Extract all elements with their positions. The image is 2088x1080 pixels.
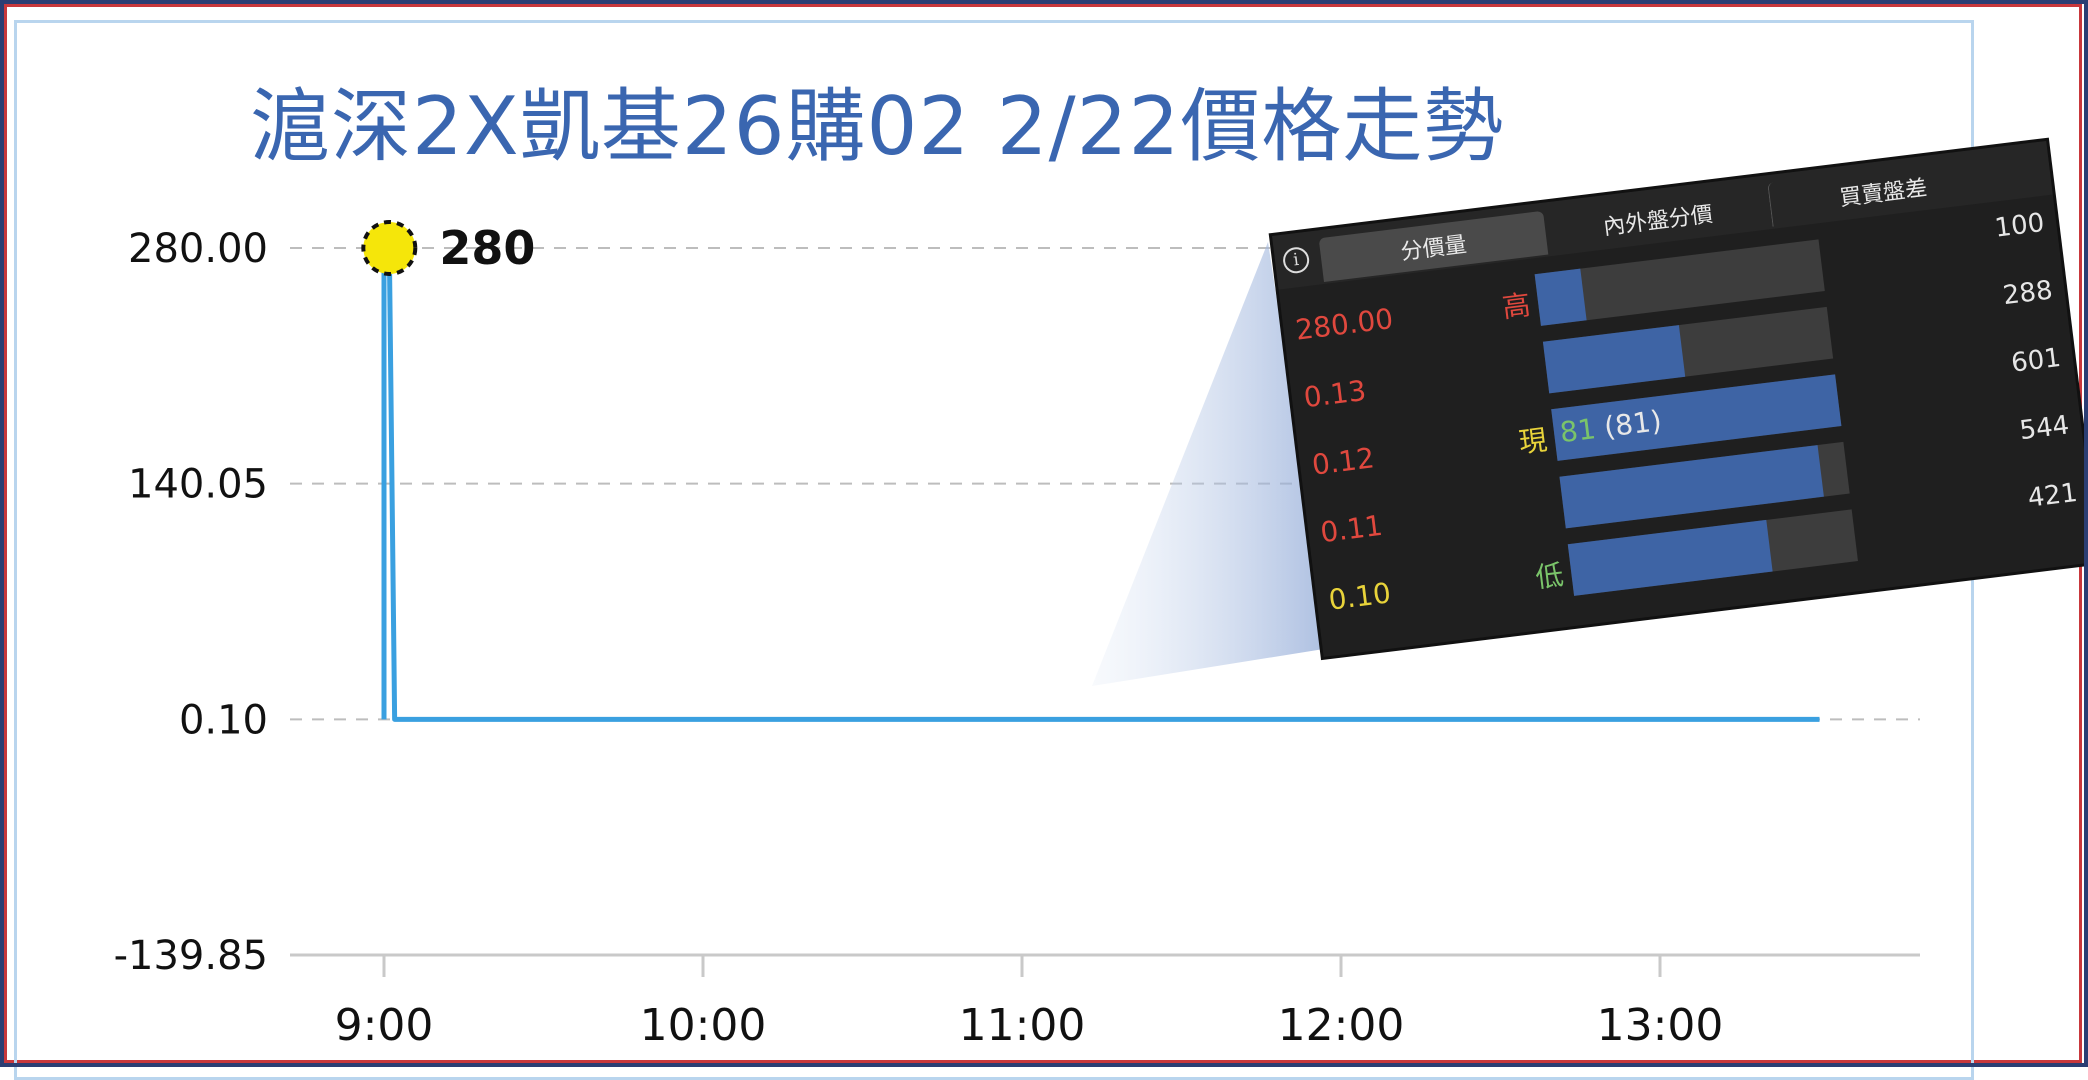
inset-bar xyxy=(1567,519,1773,596)
peak-label: 280 xyxy=(439,221,535,275)
inset-volume: 544 xyxy=(2017,410,2071,447)
annotation: 280 xyxy=(361,220,535,276)
x-tick-label: 9:00 xyxy=(335,1000,434,1051)
inset-price: 280.00 xyxy=(1293,301,1395,347)
x-tick-labels: 9:00 10:00 11:00 12:00 13:00 xyxy=(335,1000,1724,1051)
y-tick-labels: 280.00 140.05 0.10 -139.85 xyxy=(114,226,268,979)
y-tick-label: 140.05 xyxy=(128,462,268,508)
inset-volume: 100 xyxy=(1993,207,2046,244)
inset-price: 0.11 xyxy=(1318,508,1385,550)
chart-title: 滬深2X凱基26購02 2/22價格走勢 xyxy=(250,80,1505,173)
inset-marker: 高 xyxy=(1500,288,1533,325)
inset-marker: 低 xyxy=(1533,558,1566,595)
inset-bar xyxy=(1559,445,1824,529)
inset-price: 0.13 xyxy=(1301,373,1368,415)
peak-marker xyxy=(361,220,418,276)
y-tick-label: 0.10 xyxy=(179,697,268,743)
inset-marker: 現 xyxy=(1517,423,1549,460)
inset-bar xyxy=(1534,268,1587,326)
y-tick-label: 280.00 xyxy=(128,226,268,272)
x-tick-label: 13:00 xyxy=(1597,1000,1724,1051)
inset-volume: 288 xyxy=(2001,275,2055,312)
inset-volume: 601 xyxy=(2009,342,2063,379)
y-tick-label: -139.85 xyxy=(114,933,268,979)
inset-bar xyxy=(1542,325,1686,394)
info-icon[interactable]: i xyxy=(1281,245,1311,275)
zoom-callout xyxy=(1092,242,1330,686)
x-tick-label: 12:00 xyxy=(1278,1000,1405,1051)
inset-price: 0.10 xyxy=(1326,576,1393,617)
x-tick-label: 11:00 xyxy=(959,1000,1086,1051)
inset-price: 0.12 xyxy=(1310,441,1377,482)
x-tick-label: 10:00 xyxy=(640,1000,767,1051)
inset-volume: 421 xyxy=(2026,477,2080,514)
inset-current-value: 81 xyxy=(1558,412,1598,450)
axes xyxy=(290,953,1920,977)
